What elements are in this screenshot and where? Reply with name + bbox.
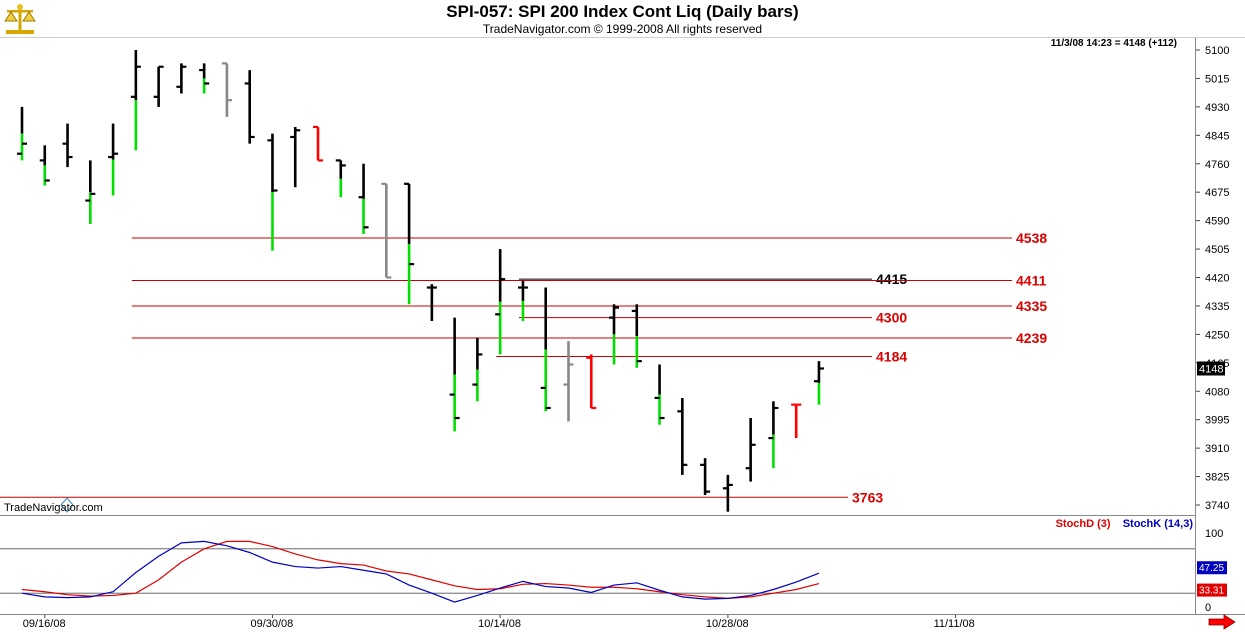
stoch-value-label-1: 33.31 [1199, 586, 1224, 597]
date-axis-svg: 09/16/08 09/30/08 10/14/08 10/28/08 11/11/08 [23, 615, 975, 630]
stoch-value-label-0: 47.25 [1199, 563, 1224, 574]
stoch-value-box-1 [1197, 583, 1227, 597]
chart-header: SPI-057: SPI 200 Index Cont Liq (Daily b… [0, 0, 1245, 38]
price-panel[interactable]: 4538 4415 4411 4335 4300 4239 4184 3763 [0, 38, 1195, 515]
stoch-value-box-0 [1197, 561, 1227, 575]
stoch-d-legend: StochD (3) [1055, 518, 1111, 530]
level-label-4239: 4239 [1016, 330, 1047, 346]
price-tick-4505: 4505 [1205, 244, 1229, 256]
level-label-4415: 4415 [876, 271, 907, 287]
scroll-right-arrow-icon[interactable] [1208, 614, 1236, 630]
stoch-tick-100: 100 [1205, 528, 1223, 540]
diamond-marker-icon [60, 497, 74, 513]
price-tick-3995: 3995 [1205, 415, 1229, 427]
stoch-series-d [21, 540, 820, 599]
date-tick-10/28/08: 10/28/08 [706, 618, 749, 630]
level-label-4184: 4184 [876, 348, 907, 364]
date-axis[interactable]: 09/16/08 09/30/08 10/14/08 10/28/08 11/11/08 [0, 614, 1245, 632]
price-tick-3825: 3825 [1205, 472, 1229, 484]
price-tick-4420: 4420 [1205, 273, 1229, 285]
chart-subtitle: TradeNavigator.com © 1999-2008 All right… [482, 22, 763, 36]
stochastic-panel[interactable] [0, 515, 1195, 615]
price-tick-4080: 4080 [1205, 386, 1229, 398]
last-update-stamp: 11/3/08 14:23 = 4148 (+112) [1050, 38, 1177, 49]
level-label-4300: 4300 [876, 310, 907, 326]
price-tick-4335: 4335 [1205, 301, 1229, 313]
date-tick-11/11/08: 11/11/08 [934, 618, 975, 630]
last-price-box [1197, 361, 1225, 376]
price-tick-5015: 5015 [1205, 73, 1229, 85]
price-tick-4250: 4250 [1205, 329, 1229, 341]
axis-svg: 5100 5015 4930 4845 4760 4675 4590 4505 4420 4335… [1196, 45, 1229, 614]
price-axis[interactable]: 5100 5015 4930 4845 4760 4675 4590 4505 4420 4335… [1195, 38, 1245, 614]
date-tick-09/16/08: 09/16/08 [23, 618, 66, 630]
price-chart-svg: 4538 4415 4411 4335 4300 4239 4184 3763 [0, 50, 1047, 513]
stochastic-legend: StochD (3) StochK (14,3) [1056, 518, 1193, 530]
price-tick-3910: 3910 [1205, 443, 1229, 455]
level-label-4411: 4411 [1016, 273, 1047, 289]
price-tick-4760: 4760 [1205, 159, 1229, 171]
date-tick-10/14/08: 10/14/08 [478, 618, 521, 630]
chart-title: SPI-057: SPI 200 Index Cont Liq (Daily b… [446, 2, 799, 21]
level-label-3763: 3763 [852, 489, 883, 505]
date-tick-09/30/08: 09/30/08 [250, 618, 293, 630]
price-tick-4845: 4845 [1205, 130, 1229, 142]
level-label-4538: 4538 [1016, 230, 1047, 246]
last-price-label: 4148 [1199, 364, 1223, 376]
price-tick-5100: 5100 [1205, 45, 1229, 57]
level-label-4335: 4335 [1016, 298, 1047, 314]
scales-icon [4, 4, 36, 34]
stoch-k-legend: StochK (14,3) [1122, 518, 1193, 530]
tradenavigator-watermark: TradeNavigator.com [4, 502, 103, 514]
price-tick-4675: 4675 [1205, 187, 1229, 199]
price-tick-3740: 3740 [1205, 500, 1229, 512]
price-tick-4930: 4930 [1205, 102, 1229, 114]
stoch-series-k [21, 540, 820, 603]
price-tick-4590: 4590 [1205, 216, 1229, 228]
stoch-tick-0: 0 [1205, 602, 1211, 614]
stochastic-chart-svg [0, 540, 1195, 603]
